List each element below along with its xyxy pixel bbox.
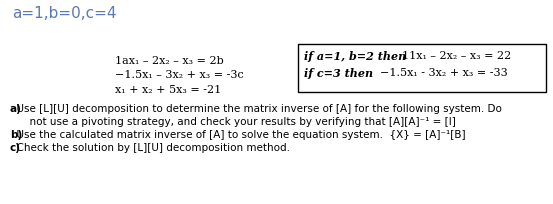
Text: a): a) (10, 104, 22, 114)
Text: a=1,b=0,c=4: a=1,b=0,c=4 (12, 6, 117, 21)
Text: c): c) (10, 143, 21, 153)
Text: Use [L][U] decomposition to determine the matrix inverse of [A] for the followin: Use [L][U] decomposition to determine th… (10, 104, 502, 114)
Text: Use the calculated matrix inverse of [A] to solve the equation system.  {X} = [A: Use the calculated matrix inverse of [A]… (10, 130, 466, 140)
Text: x₁ + x₂ + 5x₃ = -21: x₁ + x₂ + 5x₃ = -21 (115, 85, 221, 95)
Text: if c=3 then: if c=3 then (304, 68, 373, 79)
Text: Check the solution by [L][U] decomposition method.: Check the solution by [L][U] decompositi… (10, 143, 290, 153)
Text: if a=1, b=2 then: if a=1, b=2 then (304, 51, 410, 62)
Text: 1ax₁ – 2x₂ – x₃ = 2b: 1ax₁ – 2x₂ – x₃ = 2b (115, 56, 224, 66)
FancyBboxPatch shape (298, 44, 546, 92)
Text: −1.5x₁ - 3x₂ + x₃ = -33: −1.5x₁ - 3x₂ + x₃ = -33 (366, 68, 508, 78)
Text: 11x₁ – 2x₂ – x₃ = 22: 11x₁ – 2x₂ – x₃ = 22 (402, 51, 512, 61)
Text: not use a pivoting strategy, and check your results by verifying that [A][A]⁻¹ =: not use a pivoting strategy, and check y… (10, 117, 456, 127)
Text: b): b) (10, 130, 22, 140)
Text: −1.5x₁ – 3x₂ + x₃ = -3c: −1.5x₁ – 3x₂ + x₃ = -3c (115, 71, 244, 81)
